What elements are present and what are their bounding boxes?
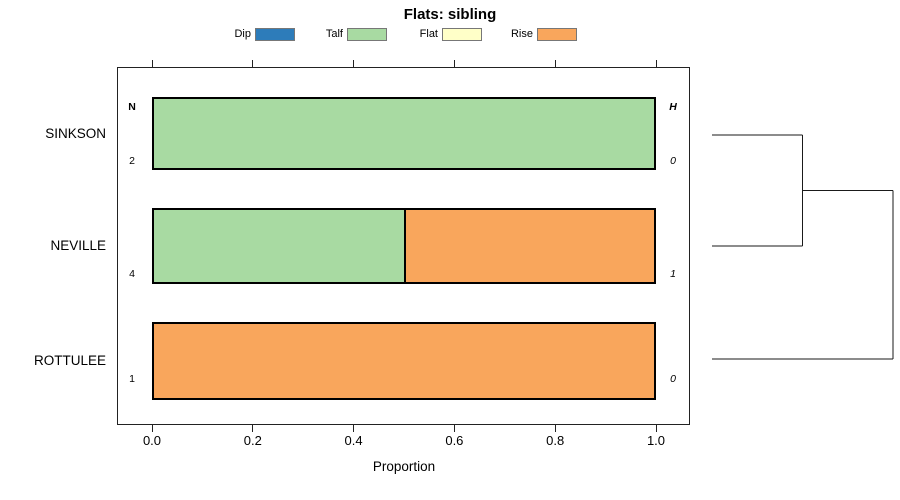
legend-label-dip: Dip [234,28,251,40]
bar-segment-rise [404,210,654,282]
legend-swatch-rise [537,28,577,41]
x-tick-top [252,60,254,67]
n-column-header: N [128,101,136,113]
n-value: 2 [129,155,135,167]
bar-rottulee [152,322,656,400]
chart-title: Flats: sibling [403,6,497,23]
x-tick-label: 1.0 [646,433,666,448]
x-tick-bottom [151,425,153,432]
legend-swatch-flat [442,28,482,41]
x-tick-label: 0.2 [243,433,262,448]
legend-label-rise: Rise [510,28,533,40]
x-tick-bottom [453,425,455,432]
x-tick-bottom [655,425,657,432]
dendrogram [712,134,894,360]
row-label-sinkson: SINKSON [45,125,106,141]
x-tick-bottom [252,425,254,432]
bar-segment-talf [154,99,654,168]
x-tick-label: 0.0 [142,433,162,448]
x-tick-label: 0.4 [344,433,363,448]
h-value: 0 [670,155,676,167]
x-tick-top [353,60,355,67]
n-value: 1 [129,373,135,385]
x-tick-bottom [353,425,355,432]
legend-label-flat: Flat [419,28,438,40]
bar-neville [152,208,656,284]
h-column-header: H [669,101,677,113]
x-tick-bottom [554,425,556,432]
h-value: 0 [670,373,676,385]
bar-segment-talf [154,210,404,282]
x-tick-top [151,60,153,67]
x-axis-title: Proportion [372,459,436,474]
x-tick-top [655,60,657,67]
legend-label-talf: Talf [325,28,343,40]
row-label-neville: NEVILLE [50,238,106,253]
row-label-rottulee: ROTTULEE [33,353,106,368]
x-tick-top [554,60,556,67]
n-value: 4 [129,268,135,280]
x-tick-label: 0.6 [445,433,464,448]
h-value: 1 [670,268,676,280]
legend-swatch-talf [347,28,387,41]
x-tick-label: 0.8 [546,433,565,448]
bar-sinkson [152,97,656,170]
plot-box [117,67,690,425]
x-tick-top [453,60,455,67]
bar-segment-rise [154,324,654,398]
legend-swatch-dip [255,28,295,41]
